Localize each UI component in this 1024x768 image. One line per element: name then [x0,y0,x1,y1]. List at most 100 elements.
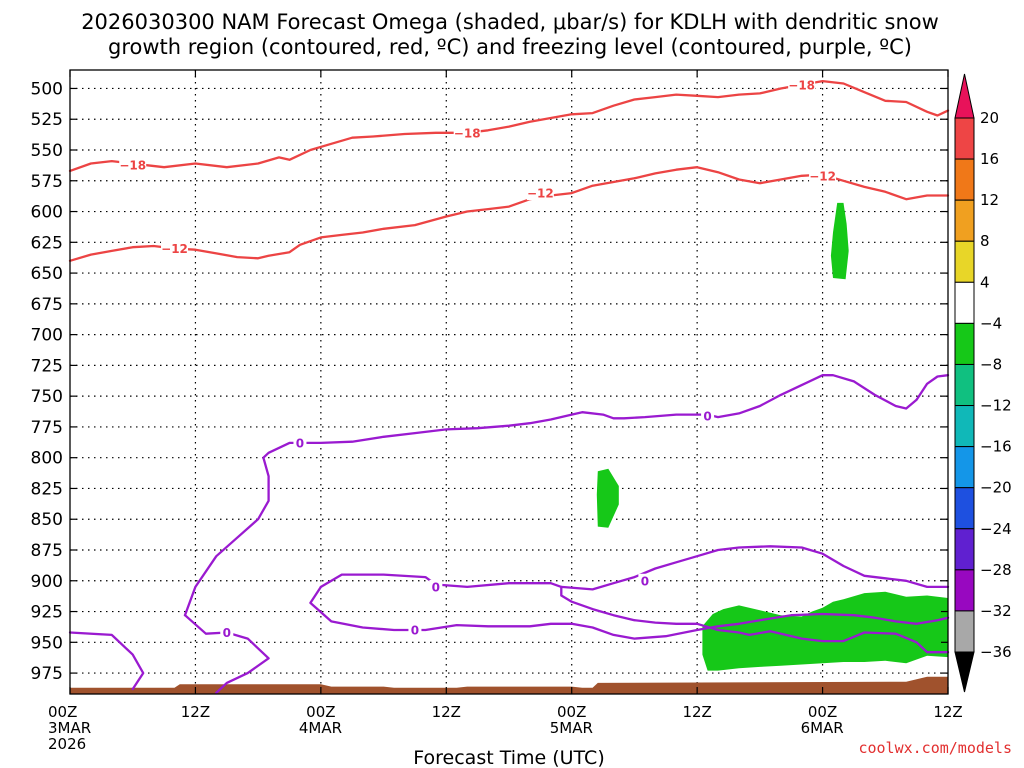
terrain-surface [70,676,948,694]
contour-label: −12 [161,242,188,256]
plot-frame [69,69,949,695]
x-axis-label: Forecast Time (UTC) [413,747,604,768]
contour-layer [68,79,950,694]
contour-line [319,573,950,654]
y-tick-label: 975 [31,664,63,684]
contour-line [68,631,145,691]
colorbar-label: −8 [980,355,1002,373]
colorbar-swatch [954,281,975,324]
x-tick-label: 12Z [682,703,711,721]
contour-line [68,166,950,262]
colorbar-swatch [954,199,975,242]
credit-text: coolwx.com/models [858,739,1012,757]
contour-label: 0 [641,574,649,588]
contour-line [560,545,950,591]
contour-label-bg [638,573,652,588]
contour-label-bg [526,186,554,201]
colorbar-label: −16 [980,438,1012,456]
colorbar-label: −20 [980,479,1012,497]
omega-shaded-region [596,468,619,528]
gridlines [70,70,948,694]
y-tick-label: 775 [31,418,63,438]
contour-label-bg [119,157,147,172]
colorbar-swatch [954,363,975,407]
colorbar-label: −36 [980,643,1012,661]
colorbar-swatch [954,117,975,160]
colorbar-swatch [954,405,975,448]
colorbar-label: 20 [980,109,999,127]
contour-label: −18 [119,158,146,172]
colorbar-swatch [954,322,975,365]
colorbar-bottom-arrow [954,651,975,693]
y-axis: 500 525 550 575 600 625 650 675 700 725 750 775 800 8… [31,79,948,684]
colorbar-swatch [954,487,975,530]
contour-label-bg [429,579,443,594]
contour-label-bg [788,77,816,92]
y-tick-label: 800 [31,449,63,469]
colorbar-label: 4 [980,273,990,291]
contour-line [183,614,270,694]
y-tick-label: 525 [31,110,63,130]
y-tick-label: 625 [31,233,63,253]
omega-shaded-region [830,202,849,280]
x-tick-label: 12Z [432,703,461,721]
contour-labels: −18 −18 −18 −12 −12 −12 0 0 0 0 0 0 [119,77,837,640]
contour-label-bg [161,241,189,256]
y-tick-label: 950 [31,633,63,653]
colorbar-swatch [954,610,975,653]
x-tick-label: 12Z [181,703,210,721]
contour-line [309,585,950,640]
y-tick-label: 575 [31,172,63,192]
y-tick-label: 850 [31,510,63,530]
y-tick-label: 750 [31,387,63,407]
contour-label-bg [701,408,715,423]
contour-label: −18 [788,78,815,92]
colorbar-label: −12 [980,397,1012,415]
colorbar-label: 8 [980,232,990,250]
colorbar-swatch [954,240,975,283]
contour-label-bg [809,168,837,183]
y-tick-label: 550 [31,141,63,161]
contour-label: 0 [411,624,419,638]
y-tick-label: 925 [31,603,63,623]
colorbar-label: −32 [980,602,1012,620]
x-tick-label: 5MAR [550,719,593,737]
contour-label-bg [453,125,481,140]
x-tick-label: 2026 [48,735,86,753]
x-tick-label: 4MAR [299,719,342,737]
chart-title-line2: growth region (contoured, red, ºC) and f… [108,35,912,59]
contour-label: −12 [809,169,836,183]
x-tick-label: 00Z [808,703,837,721]
x-tick-label: 00Z [48,703,77,721]
y-tick-label: 650 [31,264,63,284]
colorbar-swatch [954,569,975,612]
x-tick-label: 00Z [306,703,335,721]
x-tick-label: 00Z [557,703,586,721]
contour-label: 0 [432,580,440,594]
contour-label-bg [408,623,422,637]
x-tick-label: 12Z [933,703,962,721]
colorbar-label: −24 [980,520,1012,538]
colorbar-label: 12 [980,191,999,209]
omega-shading [596,202,948,671]
contour-label: −18 [454,126,481,140]
contour-label-bg [220,625,234,640]
contour-label: 0 [223,626,231,640]
y-tick-label: 825 [31,479,63,499]
colorbar: 20 16 12 8 4 −4 −8 −12 −16 −20 −24 −28 −32 −36 [954,73,1012,693]
terrain-layer [70,676,948,694]
contour-label: 0 [703,409,711,423]
x-tick-label: 3MAR [48,719,91,737]
colorbar-label: 16 [980,150,999,168]
y-tick-label: 500 [31,79,63,99]
x-tick-label: 6MAR [801,719,844,737]
contour-line [68,79,950,173]
colorbar-swatch [954,158,975,201]
omega-shaded-region [702,591,948,671]
y-tick-label: 875 [31,541,63,561]
y-tick-label: 600 [31,203,63,223]
contour-label-bg [293,435,307,450]
y-tick-label: 675 [31,295,63,315]
y-tick-label: 900 [31,572,63,592]
